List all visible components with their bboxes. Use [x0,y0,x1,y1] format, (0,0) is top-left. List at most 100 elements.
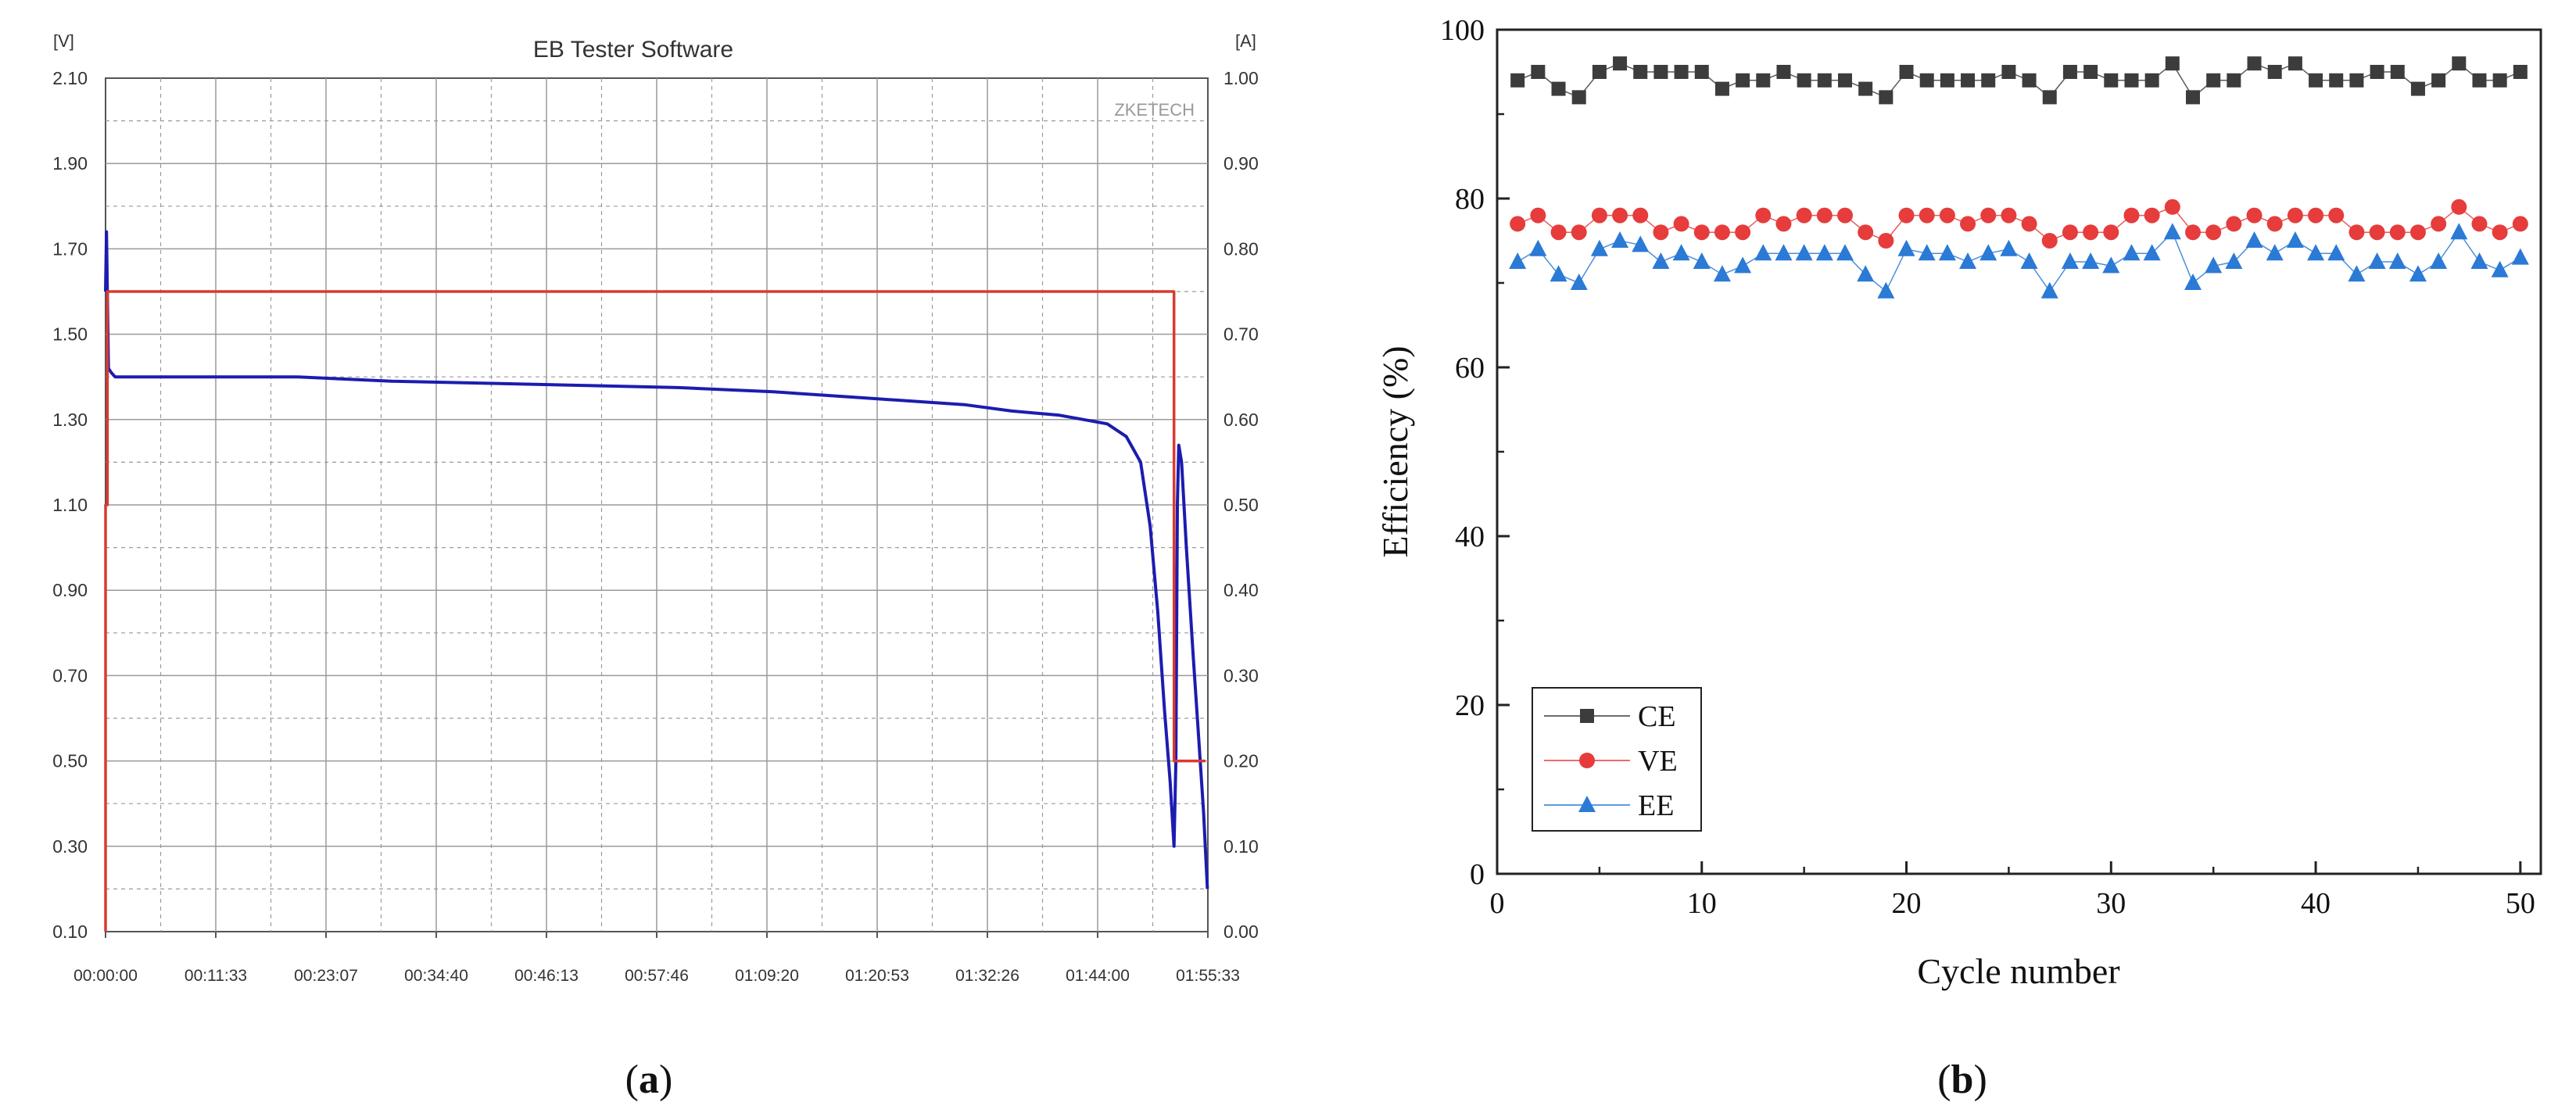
panel-b-efficiency-chart: 0 10 20 30 40 50 0 20 40 60 80 100 Efficiency (%) C… [1375,14,2542,1102]
y-left-unit-label: [V] [53,31,74,51]
y-left-tick-label: 2.10 [52,68,88,88]
data-point-ce [2390,65,2405,79]
x-tick-label: 01:32:26 [955,967,1019,985]
data-point-ee [1570,274,1588,290]
data-point-ve [1510,216,1526,232]
data-point-ce [1776,65,1791,79]
data-point-ee [1877,281,1895,299]
data-point-ve [1878,233,1894,249]
series-line-ce [1517,63,2521,98]
data-point-ce [2062,65,2077,79]
data-point-ve [2205,224,2222,241]
data-point-ee [1979,244,1997,261]
data-point-ve [1612,207,1628,224]
data-point-ee [2388,252,2406,269]
y-right-tick-label: 0.10 [1224,836,1259,857]
data-point-ve [2266,216,2283,232]
data-point-ve [1550,224,1567,241]
data-point-ve [1735,224,1751,241]
data-point-ee [2266,244,2284,261]
y-tick-label: 40 [1455,521,1485,553]
y-left-tick-label: 1.10 [52,495,88,515]
data-point-ve [1591,207,1607,224]
legend-label-ee: EE [1638,789,1674,822]
data-point-ee [2205,256,2223,274]
data-point-ee [2245,231,2263,248]
data-point-ce [1736,73,1750,88]
data-point-ce [2144,73,2159,88]
x-tick-label: 10 [1687,887,1717,920]
data-point-ee [2286,231,2304,248]
data-point-ee [1836,244,1854,261]
x-tick-label: 00:23:07 [294,967,358,985]
data-point-ce [2309,73,2323,88]
series-line-current [104,290,1206,932]
data-point-ce [2001,65,2016,79]
data-point-ee [1938,244,1956,261]
data-point-ce [1981,73,1996,88]
data-point-ve [2328,207,2345,224]
data-point-ee [2470,252,2488,269]
data-point-ve [2348,224,2365,241]
data-point-ve [2062,224,2078,241]
data-point-ce [2186,90,2200,105]
y-right-tick-label: 0.60 [1224,410,1259,430]
data-point-ee [1754,244,1772,261]
chart-a-y-left-ticks: 2.10 1.90 1.70 1.50 1.30 1.10 0.90 0.70 0.50 0.30… [52,68,88,942]
x-tick-label: 01:44:00 [1066,967,1130,985]
x-tick-label: 00:00:00 [73,967,138,985]
y-left-tick-label: 1.50 [52,324,88,345]
legend-marker-ee [1578,796,1596,812]
data-point-ee [2450,223,2468,240]
data-point-ee [1509,252,1527,269]
data-point-ee [2102,256,2120,274]
data-point-ce [2370,65,2384,79]
data-point-ee [1672,244,1690,261]
chart-a-x-ticks: 00:00:00 00:11:33 00:23:07 00:34:40 00:46:13… [73,932,1240,985]
x-tick-label: 50 [2506,887,2535,920]
data-point-ee [1795,244,1813,261]
data-point-ee [2061,252,2079,269]
data-point-ee [1550,265,1567,282]
data-point-ve [1837,207,1853,224]
x-tick-label: 20 [1892,887,1922,920]
data-point-ve [1775,216,1792,232]
data-point-ee [1734,256,1752,274]
data-point-ve [2083,224,2099,241]
data-point-ve [2492,224,2508,241]
data-point-ce [2472,73,2487,88]
y-right-tick-label: 0.80 [1224,238,1259,259]
data-point-ve [2431,216,2447,232]
data-point-ve [1693,224,1710,241]
y-left-tick-label: 0.50 [52,751,88,771]
data-point-ce [1653,65,1668,79]
data-point-ce [2288,56,2302,71]
chart-b-axis-ticks: 0 10 20 30 40 50 0 20 40 60 80 100 [1440,14,2535,920]
data-point-ce [2083,65,2098,79]
data-point-ce [2022,73,2037,88]
y-right-tick-label: 0.50 [1224,495,1259,515]
data-point-ve [2409,224,2426,241]
chart-b-legend: CE VE EE [1532,687,1702,832]
x-tick-label: 0 [1490,887,1505,920]
data-point-ce [1571,90,1586,105]
data-point-ce [2492,73,2507,88]
data-point-ee [2348,265,2366,282]
data-point-ee [1652,252,1670,269]
data-point-ve [2369,224,2385,241]
series-line-ee [1517,231,2521,293]
data-point-ce [2104,73,2119,88]
data-point-ve [2246,207,2263,224]
data-point-ee [2020,252,2038,269]
data-point-ce [2513,65,2528,79]
y-right-tick-label: 0.90 [1224,153,1259,174]
data-point-ce [2227,73,2241,88]
data-point-ve [2471,216,2488,232]
y-left-tick-label: 0.30 [52,836,88,857]
data-point-ee [1857,265,1875,282]
y-tick-label: 60 [1455,352,1485,385]
data-point-ce [2349,73,2364,88]
data-point-ee [1529,239,1547,256]
series-line-voltage [104,230,1209,889]
